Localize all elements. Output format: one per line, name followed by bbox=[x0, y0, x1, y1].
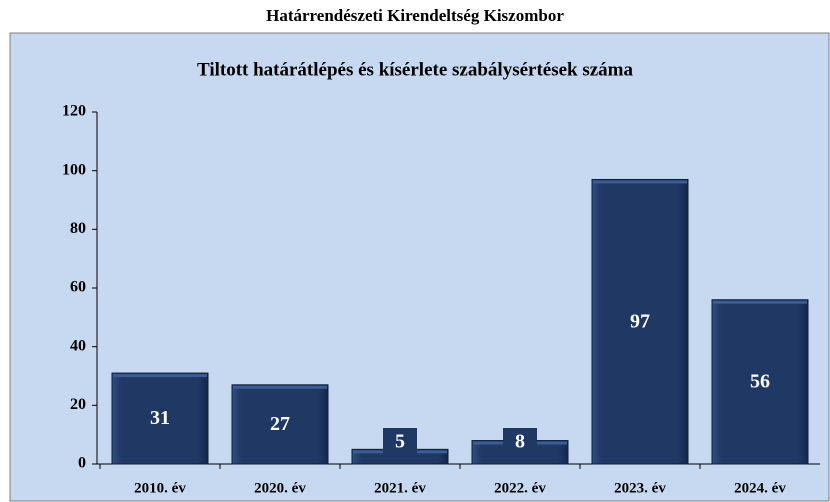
value-label: 97 bbox=[630, 310, 650, 332]
x-tick-label: 2010. év bbox=[134, 480, 186, 496]
value-label-box bbox=[143, 404, 177, 433]
value-label-box bbox=[623, 307, 657, 336]
y-tick-label: 0 bbox=[78, 455, 86, 472]
chart-title: Határrendészeti Kirendeltség Kiszombor bbox=[266, 6, 564, 25]
x-tick-label: 2024. év bbox=[734, 480, 786, 496]
y-tick-label: 80 bbox=[70, 220, 86, 237]
y-tick-label: 20 bbox=[70, 396, 86, 413]
value-label: 8 bbox=[515, 431, 525, 453]
bar-highlight bbox=[713, 300, 807, 304]
x-tick-label: 2020. év bbox=[254, 480, 306, 496]
value-label-box bbox=[743, 367, 777, 396]
y-tick-label: 40 bbox=[70, 337, 86, 354]
value-label-box bbox=[383, 428, 417, 456]
value-label: 27 bbox=[270, 413, 290, 435]
bar-highlight bbox=[593, 180, 687, 184]
value-label: 5 bbox=[395, 431, 405, 453]
x-tick-label: 2022. év bbox=[494, 480, 546, 496]
chart-subtitle: Tiltott határátlépés és kísérlete szabál… bbox=[197, 59, 634, 80]
y-tick-label: 60 bbox=[70, 279, 86, 296]
bar-highlight bbox=[113, 374, 207, 378]
value-label: 56 bbox=[750, 370, 770, 392]
x-tick-label: 2021. év bbox=[374, 480, 426, 496]
y-tick-label: 120 bbox=[62, 103, 86, 120]
x-tick-label: 2023. év bbox=[614, 480, 666, 496]
bar-highlight bbox=[233, 385, 327, 389]
value-label-box bbox=[263, 410, 297, 439]
y-tick-label: 100 bbox=[62, 161, 86, 178]
value-label: 31 bbox=[150, 407, 170, 429]
value-label-box bbox=[503, 428, 537, 456]
